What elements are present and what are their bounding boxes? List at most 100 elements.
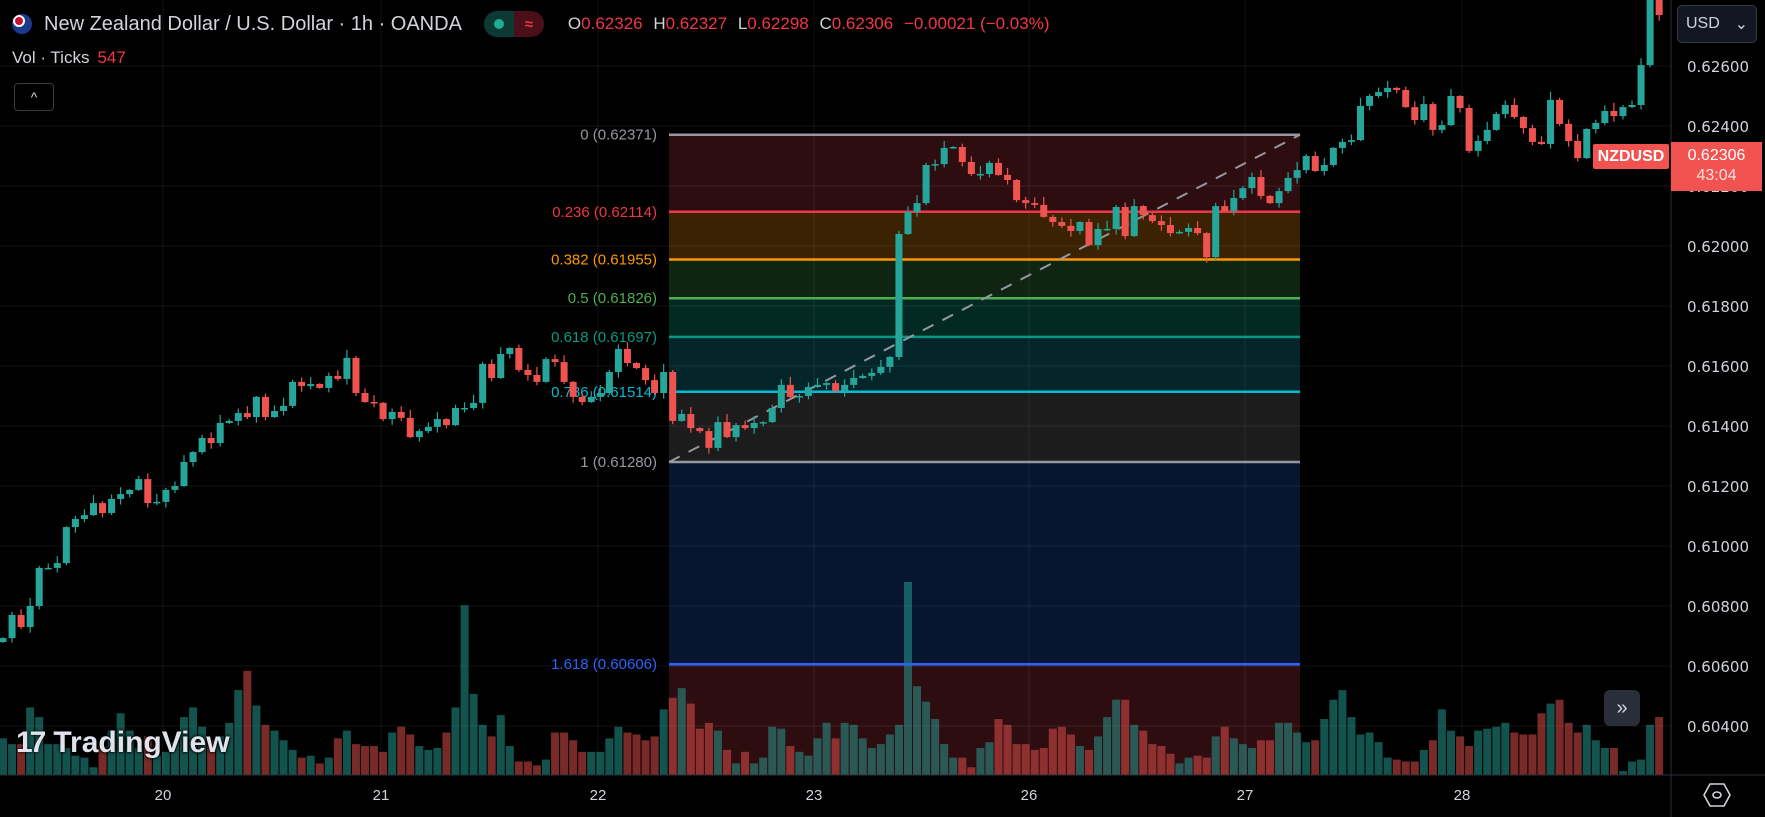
candle-body[interactable] (1031, 203, 1039, 205)
candle-body[interactable] (1230, 198, 1238, 211)
collapse-legend-button[interactable]: ^ (14, 83, 54, 111)
candle-body[interactable] (35, 567, 43, 606)
candle-body[interactable] (596, 393, 604, 397)
candle-body[interactable] (144, 479, 152, 504)
candle-body[interactable] (940, 147, 948, 165)
candle-body[interactable] (1528, 128, 1536, 142)
candle-body[interactable] (1483, 129, 1491, 141)
candle-body[interactable] (0, 638, 7, 642)
candle-body[interactable] (804, 387, 812, 396)
candle-body[interactable] (1157, 221, 1165, 225)
candle-body[interactable] (660, 372, 668, 393)
candle-body[interactable] (1456, 96, 1464, 108)
candle-body[interactable] (1384, 87, 1392, 93)
candle-body[interactable] (1248, 177, 1256, 189)
candle-body[interactable] (180, 462, 188, 486)
candle-body[interactable] (433, 419, 441, 427)
candle-body[interactable] (1185, 228, 1193, 232)
candle-body[interactable] (1329, 147, 1337, 165)
candle-body[interactable] (895, 234, 903, 357)
time-axis[interactable]: 20 21 22 23 26 27 28 (155, 787, 1471, 804)
candle-body[interactable] (560, 362, 568, 382)
candle-body[interactable] (1121, 207, 1129, 237)
candle-body[interactable] (17, 615, 25, 627)
candle-body[interactable] (171, 486, 179, 490)
candle-body[interactable] (1510, 105, 1518, 117)
candle-body[interactable] (1592, 123, 1600, 129)
candle-body[interactable] (1429, 104, 1437, 130)
candle-body[interactable] (913, 203, 921, 213)
candle-body[interactable] (750, 423, 758, 429)
candle-body[interactable] (1320, 165, 1328, 171)
candle-body[interactable] (162, 489, 170, 502)
candle-body[interactable] (415, 431, 423, 438)
candle-body[interactable] (705, 431, 713, 448)
delayed-data-icon[interactable]: ≈ (513, 11, 544, 37)
candle-body[interactable] (542, 359, 550, 382)
candle-body[interactable] (1176, 231, 1183, 234)
candle-body[interactable] (461, 408, 469, 410)
candle-body[interactable] (26, 606, 34, 627)
candle-body[interactable] (361, 393, 369, 402)
candle-body[interactable] (605, 372, 613, 393)
currency-dropdown[interactable]: USD ⌄ (1677, 5, 1757, 43)
candle-body[interactable] (1094, 228, 1102, 246)
candle-body[interactable] (153, 501, 161, 504)
candle-body[interactable] (406, 417, 414, 438)
candle-body[interactable] (687, 414, 695, 429)
candle-body[interactable] (795, 396, 803, 398)
candle-body[interactable] (90, 503, 97, 516)
candle-body[interactable] (614, 348, 622, 372)
candle-body[interactable] (53, 563, 61, 568)
candle-body[interactable] (1628, 105, 1636, 108)
market-open-dot-icon[interactable] (483, 11, 514, 37)
candle-body[interactable] (922, 165, 930, 204)
candle-body[interactable] (976, 174, 984, 176)
candle-body[interactable] (850, 378, 858, 385)
candle-body[interactable] (814, 384, 821, 387)
candle-body[interactable] (1375, 92, 1383, 96)
candle-body[interactable] (506, 348, 514, 354)
candle-body[interactable] (1266, 195, 1274, 204)
candle-body[interactable] (868, 372, 876, 376)
candle-body[interactable] (1447, 96, 1455, 126)
candle-body[interactable] (515, 348, 523, 370)
candle-body[interactable] (135, 479, 143, 490)
candle-body[interactable] (995, 162, 1002, 175)
candle-body[interactable] (216, 423, 224, 444)
candle-body[interactable] (741, 425, 749, 429)
candle-body[interactable] (533, 375, 541, 382)
candle-body[interactable] (189, 452, 197, 462)
candle-body[interactable] (1565, 123, 1573, 141)
status-pill[interactable]: ≈ (483, 11, 544, 37)
candle-body[interactable] (1221, 206, 1229, 211)
fib-trend-line[interactable] (668, 133, 1301, 463)
candle-body[interactable] (243, 413, 251, 417)
candle-body[interactable] (1085, 222, 1093, 246)
candle-body[interactable] (1610, 111, 1618, 117)
candle-body[interactable] (307, 384, 315, 387)
candle-body[interactable] (759, 422, 767, 424)
candle-body[interactable] (298, 381, 306, 387)
candle-body[interactable] (1293, 170, 1301, 178)
chart-settings-icon[interactable] (1703, 782, 1731, 808)
candle-body[interactable] (334, 375, 342, 379)
candle-body[interactable] (1519, 117, 1527, 129)
candle-body[interactable] (1583, 129, 1591, 159)
candle-body[interactable] (261, 396, 269, 417)
candle-body[interactable] (623, 348, 631, 363)
candle-body[interactable] (452, 408, 459, 426)
candle-body[interactable] (1411, 107, 1419, 120)
candle-body[interactable] (1393, 87, 1401, 90)
candle-body[interactable] (931, 164, 939, 166)
candle-body[interactable] (1402, 90, 1410, 108)
candle-body[interactable] (823, 383, 831, 385)
candle-body[interactable] (949, 147, 957, 149)
candle-body[interactable] (99, 503, 107, 513)
candle-body[interactable] (343, 357, 351, 379)
candle-body[interactable] (479, 363, 487, 403)
candle-body[interactable] (723, 422, 731, 438)
candle-body[interactable] (1275, 191, 1283, 204)
candle-body[interactable] (1556, 99, 1564, 124)
